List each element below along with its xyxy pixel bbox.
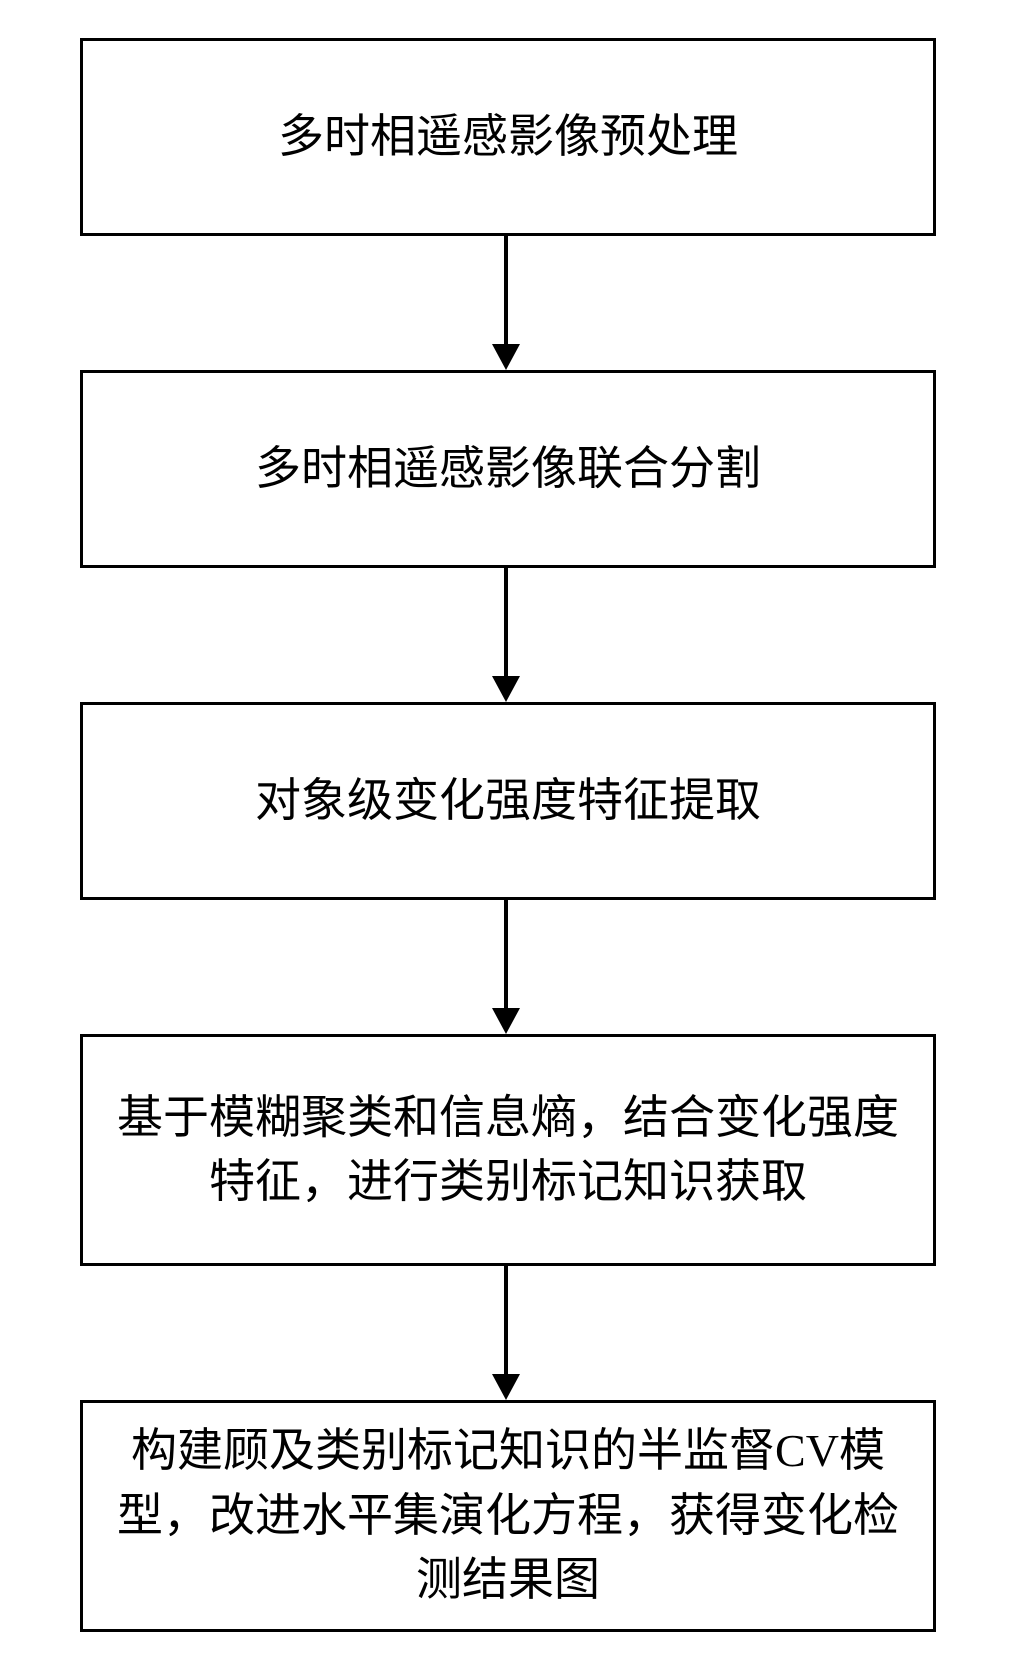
- flow-node-1: 多时相遥感影像预处理: [80, 38, 936, 236]
- flow-node-4: 基于模糊聚类和信息熵，结合变化强度特征，进行类别标记知识获取: [80, 1034, 936, 1266]
- flow-node-2-label: 多时相遥感影像联合分割: [255, 437, 761, 501]
- flow-arrow-3-line: [504, 900, 508, 1008]
- flow-node-1-label: 多时相遥感影像预处理: [278, 105, 738, 169]
- flow-node-5: 构建顾及类别标记知识的半监督CV模型，改进水平集演化方程，获得变化检测结果图: [80, 1400, 936, 1632]
- flowchart-canvas: 多时相遥感影像预处理 多时相遥感影像联合分割 对象级变化强度特征提取 基于模糊聚…: [0, 0, 1012, 1655]
- flow-arrow-2-line: [504, 568, 508, 676]
- flow-node-3-label: 对象级变化强度特征提取: [255, 769, 761, 833]
- flow-node-4-label: 基于模糊聚类和信息熵，结合变化强度特征，进行类别标记知识获取: [113, 1086, 903, 1215]
- flow-arrow-1-line: [504, 236, 508, 344]
- flow-arrow-2-head: [492, 676, 520, 702]
- flow-arrow-4-line: [504, 1266, 508, 1374]
- flow-node-3: 对象级变化强度特征提取: [80, 702, 936, 900]
- flow-arrow-4-head: [492, 1374, 520, 1400]
- flow-arrow-1-head: [492, 344, 520, 370]
- flow-node-5-label: 构建顾及类别标记知识的半监督CV模型，改进水平集演化方程，获得变化检测结果图: [113, 1419, 903, 1612]
- flow-node-2: 多时相遥感影像联合分割: [80, 370, 936, 568]
- flow-arrow-3-head: [492, 1008, 520, 1034]
